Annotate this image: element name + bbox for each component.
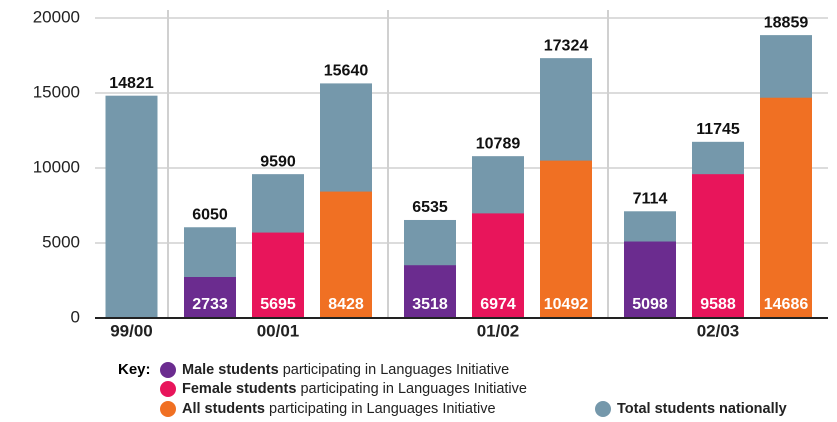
legend-note: participating in Languages Initiative [283,362,510,378]
total-label: 14821 [109,75,154,92]
value-label: 9588 [700,296,736,313]
value-label: 10492 [544,296,589,313]
bar-participating [540,160,592,318]
total-label: 9590 [260,153,296,170]
legend-label: All students participating in Languages … [182,401,496,417]
x-tick-label: 02/03 [697,321,740,340]
bar-total [105,95,158,318]
total-label: 15640 [324,63,369,80]
legend-note: participating in Languages Initiative [300,381,527,397]
value-label: 6974 [480,296,516,313]
legend-name: Male students [182,362,279,378]
legend-name: All students [182,401,265,417]
x-tick-label: 00/01 [257,321,300,340]
value-label: 5695 [260,296,296,313]
y-tick-label: 0 [71,307,80,326]
y-tick-label: 10000 [33,157,80,176]
bar-participating [320,191,372,318]
value-label: 8428 [328,296,364,313]
legend-label: Total students nationally [617,401,787,417]
value-label: 3518 [412,296,448,313]
value-label: 5098 [632,296,668,313]
total-label: 6535 [412,199,448,216]
x-tick-label: 01/02 [477,321,520,340]
legend-label: Male students participating in Languages… [182,362,509,378]
total-label: 7114 [633,191,668,208]
bar-participating [692,174,744,318]
total-label: 17324 [544,37,589,54]
legend-note: participating in Languages Initiative [269,401,496,417]
total-label: 11745 [696,121,740,138]
legend-swatch [595,401,611,417]
legend-title: Key: [118,361,151,378]
bar-participating [760,97,812,319]
value-label: 2733 [192,296,228,313]
legend-name: Total students nationally [617,401,787,417]
total-label: 10789 [476,135,521,152]
bar-participating [472,213,524,318]
total-label: 6050 [192,206,228,223]
y-tick-label: 15000 [33,82,80,101]
total-label: 18859 [764,14,809,31]
legend-swatch [160,362,176,378]
legend-name: Female students [182,381,296,397]
y-tick-label: 5000 [42,232,80,251]
legend-swatch [160,401,176,417]
value-label: 14686 [764,296,809,313]
legend-label: Female students participating in Languag… [182,381,527,397]
bar-participating [624,241,676,318]
legend-swatch [160,381,176,397]
bar-participating [184,277,236,318]
bar-participating [252,232,304,318]
x-tick-label: 99/00 [110,321,153,340]
bar-participating [404,265,456,318]
y-tick-label: 20000 [33,7,80,26]
